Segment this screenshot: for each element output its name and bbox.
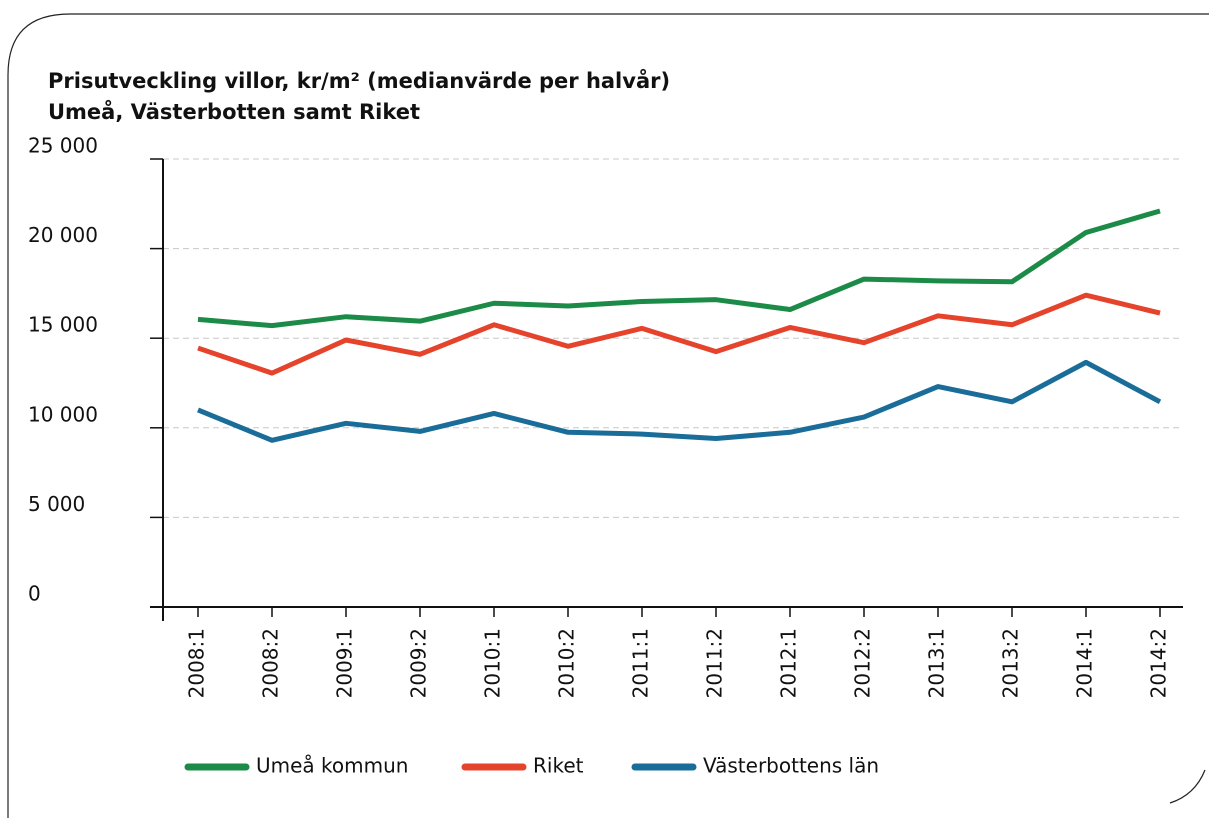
y-tick-label: 15 000 xyxy=(28,313,98,337)
line xyxy=(197,292,1161,376)
x-tick-label: 2013:1 xyxy=(925,628,949,698)
frame-corner xyxy=(1169,769,1206,804)
legend-label: Riket xyxy=(533,754,584,778)
chart-subtitle: Umeå, Västerbotten samt Riket xyxy=(48,99,420,124)
x-tick-label: 2008:1 xyxy=(185,628,209,698)
y-tick-label: 20 000 xyxy=(28,223,98,247)
x-tick-label: 2013:2 xyxy=(999,628,1023,698)
y-tick-label: 10 000 xyxy=(28,402,98,426)
x-tick-label: 2012:1 xyxy=(777,628,801,698)
x-tick-label: 2014:1 xyxy=(1073,628,1097,698)
x-tick-label: 2010:1 xyxy=(481,628,505,698)
x-tick-label: 2009:1 xyxy=(333,628,357,698)
frame xyxy=(7,13,1209,818)
chart-title: Prisutveckling villor, kr/m² (medianvärd… xyxy=(48,68,670,93)
x-tick-label: 2009:2 xyxy=(407,628,431,698)
x-tick-label: 2011:2 xyxy=(703,628,727,698)
legend-label: Västerbottens län xyxy=(703,754,879,778)
y-tick-label: 5 000 xyxy=(28,492,85,516)
line xyxy=(197,359,1162,443)
y-tick-label: 0 xyxy=(28,582,41,606)
x-tick-label: 2012:2 xyxy=(851,628,875,698)
x-tick-label: 2014:2 xyxy=(1147,628,1171,698)
legend-label: Umeå kommun xyxy=(256,754,408,778)
x-tick-label: 2008:2 xyxy=(259,628,283,698)
x-tick-label: 2010:2 xyxy=(555,628,579,698)
y-tick-label: 25 000 xyxy=(28,134,98,158)
x-tick-label: 2011:1 xyxy=(629,628,653,698)
line xyxy=(197,208,1161,329)
